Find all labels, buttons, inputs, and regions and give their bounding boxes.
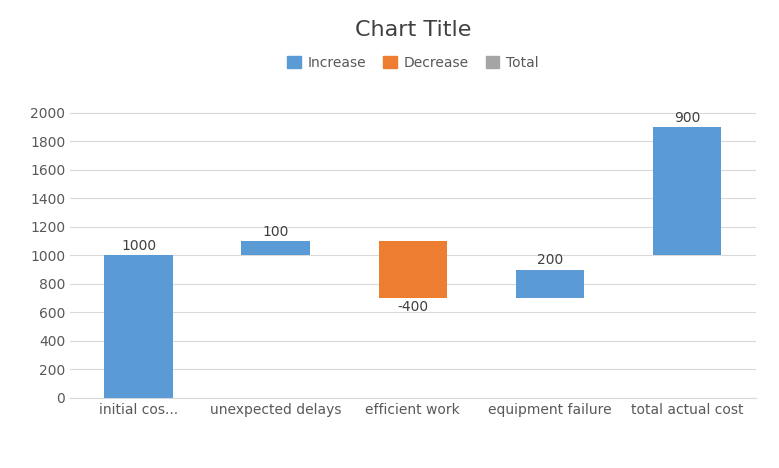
- Text: -400: -400: [397, 300, 428, 314]
- Legend: Increase, Decrease, Total: Increase, Decrease, Total: [281, 51, 545, 75]
- Text: 1000: 1000: [121, 239, 157, 253]
- Bar: [516, 270, 584, 298]
- Text: 100: 100: [263, 225, 289, 239]
- Bar: [104, 255, 173, 398]
- Bar: [241, 241, 310, 255]
- Title: Chart Title: Chart Title: [354, 20, 471, 40]
- Bar: [379, 241, 447, 298]
- Text: 200: 200: [537, 253, 563, 267]
- Bar: [653, 127, 721, 255]
- Text: 900: 900: [674, 111, 700, 125]
